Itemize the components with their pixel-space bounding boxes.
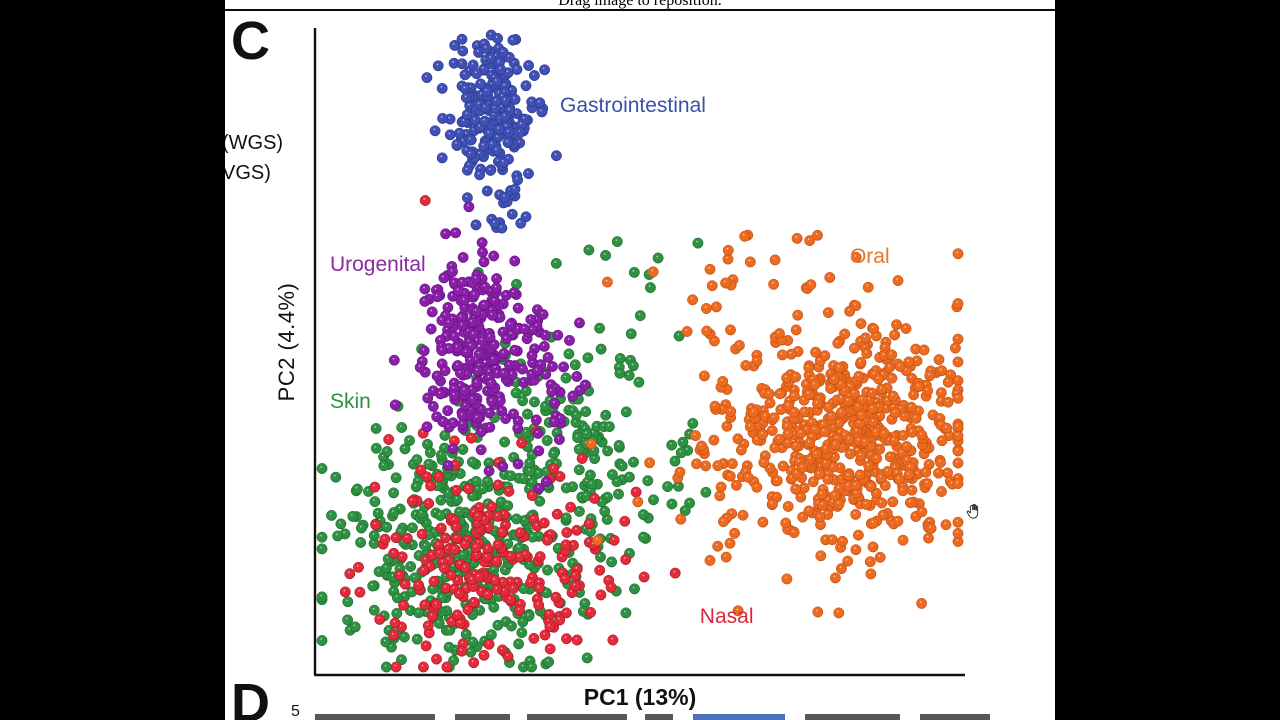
cropped-legend-text-1: (WGS): [225, 132, 284, 154]
letterbox-right: [1055, 0, 1280, 720]
x-axis-label: PC1 (13%): [583, 684, 697, 710]
cropped-legend-text-2: VGS): [225, 162, 271, 184]
y-axis-label: PC2 (4.4%): [274, 282, 299, 402]
figure-image[interactable]: Drag image to reposition. C (WGS) VGS) P…: [225, 0, 1055, 720]
letterbox-left: [0, 0, 225, 720]
cluster-label-gastrointestinal: Gastrointestinal: [560, 93, 706, 117]
panel-label-d: D: [231, 673, 270, 720]
cluster-label-skin: Skin: [329, 390, 371, 414]
divider-line: [225, 9, 1055, 11]
cluster-label-oral: Oral: [849, 244, 890, 268]
cluster-label-urogenital: Urogenital: [329, 253, 426, 277]
cluster-label-nasal: Nasal: [699, 605, 754, 629]
grab-cursor-icon: [966, 503, 979, 519]
drag-hint-text: Drag image to reposition.: [558, 0, 722, 9]
cropped-caption-fragments: [305, 714, 1045, 720]
panel-label-c: C: [231, 11, 270, 71]
pca-scatter-plot: [313, 28, 965, 677]
panel-d-axis-tick: 5: [291, 703, 300, 720]
